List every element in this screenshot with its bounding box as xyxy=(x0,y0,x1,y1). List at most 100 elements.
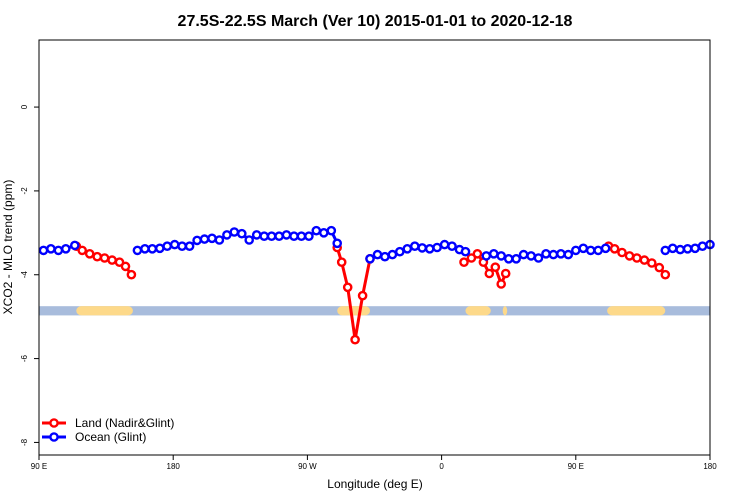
x-tick-label-3: 0 xyxy=(439,462,444,471)
data-point-land-nadir-glint-0-3 xyxy=(92,251,102,262)
data-point-ocean-glint-3-10 xyxy=(556,248,566,259)
data-point-ocean-glint-1-25 xyxy=(318,227,329,238)
data-point-ocean-glint-2-8 xyxy=(424,243,435,254)
data-point-land-nadir-glint-2-7 xyxy=(500,268,511,279)
data-point-land-nadir-glint-3-6 xyxy=(647,258,657,268)
x-tick-label-0: 90 E xyxy=(31,462,47,471)
data-point-land-nadir-glint-0-6 xyxy=(114,257,125,268)
data-point-ocean-glint-1-11 xyxy=(214,235,225,245)
data-point-land-nadir-glint-2-4 xyxy=(484,268,495,279)
x-tick-label-1: 180 xyxy=(167,462,181,471)
data-point-ocean-glint-3-8 xyxy=(541,248,551,259)
data-point-land-nadir-glint-3-4 xyxy=(632,253,642,263)
data-point-ocean-glint-3-0 xyxy=(481,251,492,261)
data-point-land-nadir-glint-2-5 xyxy=(490,262,501,273)
data-point-land-nadir-glint-1-2 xyxy=(342,282,353,293)
y-tick-label-2: -4 xyxy=(20,271,29,279)
data-point-ocean-glint-1-12 xyxy=(222,230,232,240)
data-point-ocean-glint-3-12 xyxy=(571,245,581,256)
data-point-ocean-glint-2-3 xyxy=(387,249,398,260)
data-point-ocean-glint-1-3 xyxy=(154,243,165,254)
data-point-ocean-glint-1-15 xyxy=(244,235,254,245)
data-point-ocean-glint-3-2 xyxy=(496,251,507,261)
plot-frame xyxy=(38,39,711,456)
data-point-land-nadir-glint-3-7 xyxy=(654,262,665,273)
data-point-ocean-glint-0-1 xyxy=(46,243,56,254)
data-point-land-nadir-glint-2-6 xyxy=(496,279,507,289)
data-point-ocean-glint-2-2 xyxy=(380,251,390,262)
data-point-ocean-glint-3-7 xyxy=(533,253,544,263)
ocean-band xyxy=(39,306,710,316)
data-point-ocean-glint-2-0 xyxy=(365,253,375,264)
data-point-ocean-glint-3-1 xyxy=(488,248,499,259)
data-point-ocean-glint-2-4 xyxy=(394,246,405,257)
series-layer xyxy=(38,225,715,345)
data-point-ocean-glint-4-4 xyxy=(690,243,700,254)
data-point-ocean-glint-2-13 xyxy=(460,246,471,257)
data-point-ocean-glint-3-15 xyxy=(593,245,604,256)
data-point-ocean-glint-1-17 xyxy=(259,231,270,241)
data-point-land-nadir-glint-0-2 xyxy=(84,248,95,259)
y-tick-label-0: 0 xyxy=(20,104,29,109)
data-point-ocean-glint-1-14 xyxy=(236,228,247,239)
data-point-ocean-glint-1-7 xyxy=(184,241,195,251)
data-point-ocean-glint-0-3 xyxy=(61,243,71,254)
data-point-ocean-glint-4-0 xyxy=(660,245,671,256)
data-point-land-nadir-glint-3-5 xyxy=(639,255,650,265)
data-point-ocean-glint-1-8 xyxy=(192,235,202,246)
legend-label-land-nadir-glint: Land (Nadir&Glint) xyxy=(75,416,174,430)
data-point-ocean-glint-1-20 xyxy=(281,230,292,240)
land-band-0 xyxy=(76,306,133,316)
data-point-ocean-glint-0-2 xyxy=(53,245,64,256)
data-point-land-nadir-glint-1-1 xyxy=(336,257,347,268)
data-point-ocean-glint-0-4 xyxy=(70,240,80,251)
y-axis: 0 -2 -4 -6 -8 xyxy=(20,104,39,446)
data-point-ocean-glint-3-11 xyxy=(563,249,574,260)
data-point-ocean-glint-4-3 xyxy=(682,243,693,254)
data-point-ocean-glint-2-1 xyxy=(372,249,383,260)
data-point-land-nadir-glint-3-1 xyxy=(609,243,620,254)
data-point-land-nadir-glint-2-1 xyxy=(466,253,477,263)
data-point-land-nadir-glint-2-0 xyxy=(459,257,469,268)
x-tick-label-5: 180 xyxy=(703,462,717,471)
land-band-4 xyxy=(607,306,666,316)
x-axis: 90 E 180 90 W 0 90 E 180 xyxy=(31,455,717,471)
data-point-land-nadir-glint-2-2 xyxy=(472,248,483,259)
data-point-ocean-glint-1-18 xyxy=(266,231,277,241)
data-point-ocean-glint-3-14 xyxy=(585,245,596,256)
data-point-ocean-glint-4-1 xyxy=(667,243,678,254)
data-point-ocean-glint-1-2 xyxy=(147,243,158,254)
x-tick-label-4: 90 E xyxy=(568,462,584,471)
data-point-ocean-glint-2-9 xyxy=(432,242,442,253)
land-band-2 xyxy=(465,306,491,316)
data-point-ocean-glint-2-11 xyxy=(447,241,457,251)
data-point-ocean-glint-2-10 xyxy=(439,239,450,250)
y-tick-label-3: -6 xyxy=(20,354,29,362)
data-point-ocean-glint-1-24 xyxy=(311,225,322,236)
data-point-ocean-glint-2-5 xyxy=(402,243,413,254)
legend-label-ocean-glint: Ocean (Glint) xyxy=(75,430,146,444)
data-point-ocean-glint-1-10 xyxy=(207,233,217,244)
data-point-land-nadir-glint-3-3 xyxy=(624,251,635,261)
data-point-land-nadir-glint-0-8 xyxy=(126,269,137,280)
y-tick-label-4: -8 xyxy=(20,438,29,446)
data-point-ocean-glint-1-26 xyxy=(326,225,337,236)
x-axis-label: Longitude (deg E) xyxy=(327,477,422,491)
data-point-land-nadir-glint-0-7 xyxy=(120,261,131,272)
data-point-ocean-glint-2-6 xyxy=(409,241,420,251)
chart-title: 27.5S-22.5S March (Ver 10) 2015-01-01 to… xyxy=(178,13,573,30)
data-point-ocean-glint-1-1 xyxy=(140,243,150,254)
data-point-land-nadir-glint-3-2 xyxy=(617,247,627,258)
land-band-3 xyxy=(502,306,508,316)
data-point-ocean-glint-1-13 xyxy=(229,227,240,237)
data-point-land-nadir-glint-0-4 xyxy=(99,253,110,263)
data-point-ocean-glint-3-4 xyxy=(511,253,522,264)
legend: Land (Nadir&Glint)Ocean (Glint) xyxy=(42,416,174,444)
data-point-land-nadir-glint-3-8 xyxy=(660,269,671,280)
surface-band xyxy=(39,306,710,316)
data-point-ocean-glint-3-5 xyxy=(518,249,529,260)
data-point-ocean-glint-0-0 xyxy=(38,245,49,256)
legend-marker-ocean-glint xyxy=(49,432,59,442)
data-point-land-nadir-glint-0-5 xyxy=(107,255,117,265)
land-band-1 xyxy=(337,306,371,316)
